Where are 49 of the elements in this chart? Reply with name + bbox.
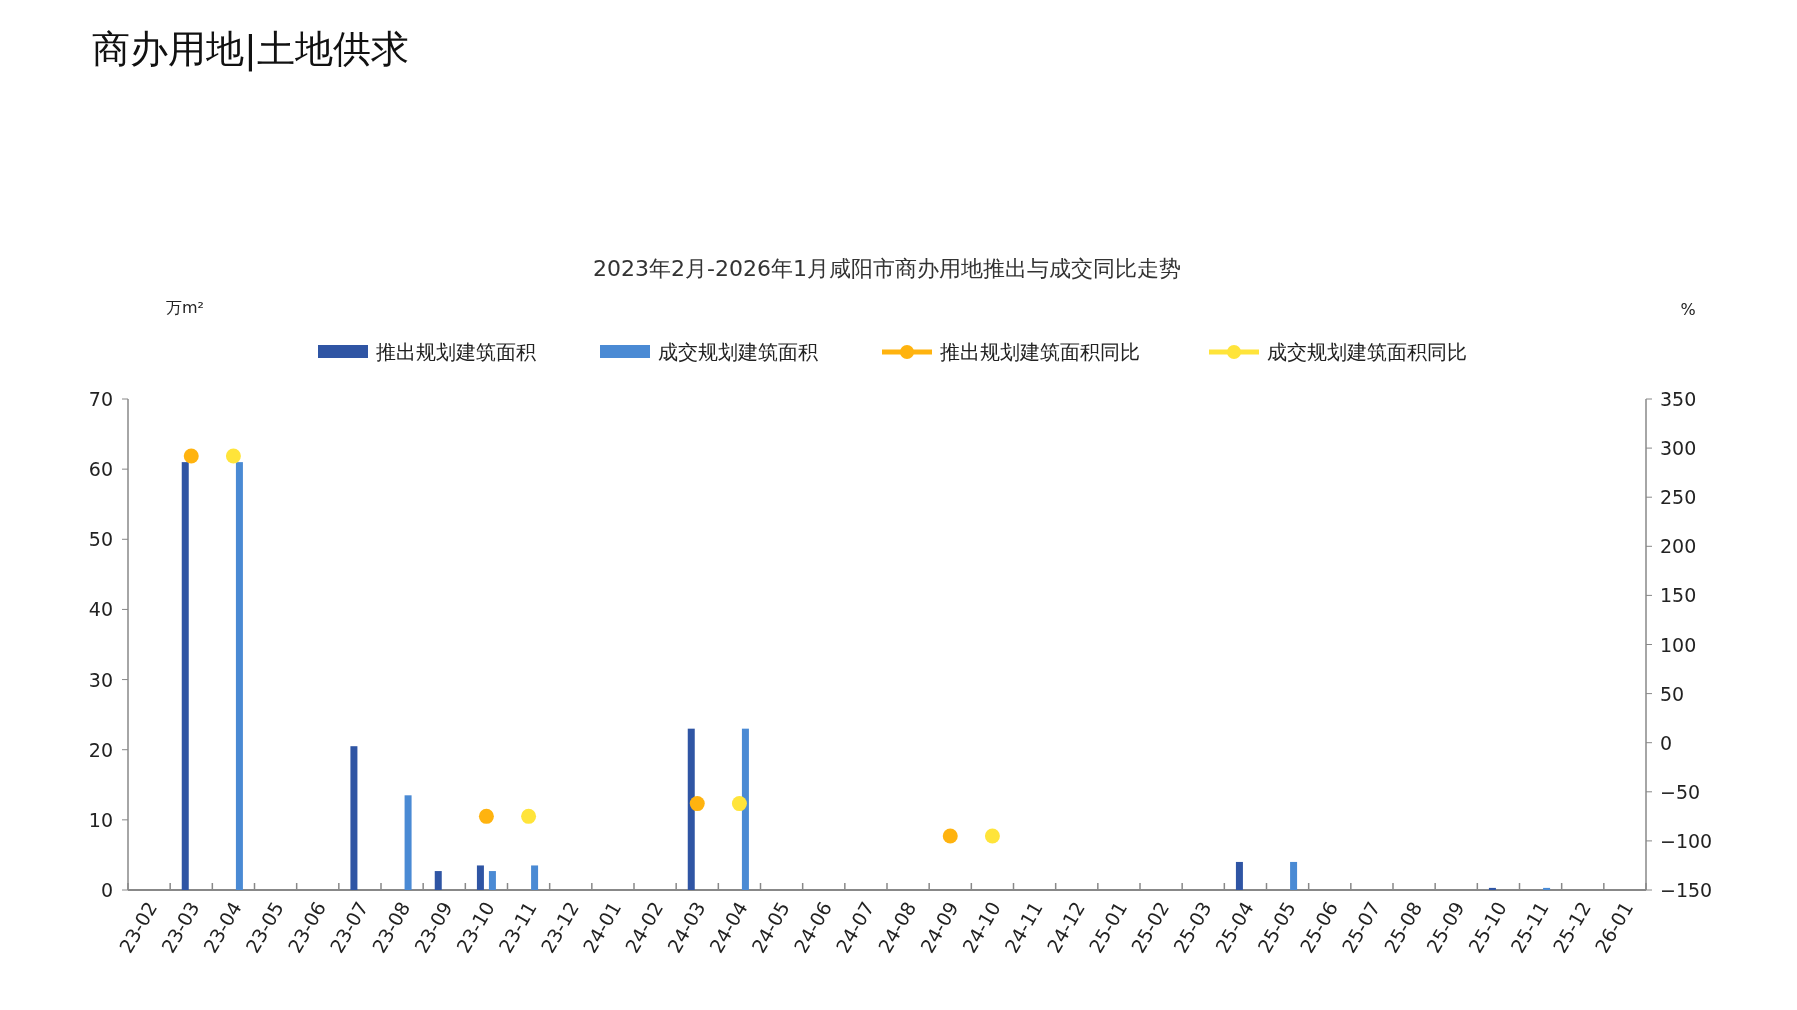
point bbox=[984, 828, 1000, 844]
y-axis-title: 万m² bbox=[166, 298, 204, 317]
y2-tick-label: 50 bbox=[1660, 682, 1685, 705]
y2-tick-label: 350 bbox=[1660, 388, 1697, 410]
y-tick-label: 60 bbox=[88, 458, 113, 481]
point bbox=[478, 808, 494, 824]
y-tick-label: 70 bbox=[88, 388, 113, 410]
y2-tick-label: 0 bbox=[1660, 731, 1673, 754]
legend-label: 成交规划建筑面积同比 bbox=[1267, 340, 1467, 364]
y-tick-label: 20 bbox=[88, 738, 113, 761]
bar bbox=[1543, 887, 1551, 890]
point bbox=[521, 808, 537, 824]
y2-tick-label: 300 bbox=[1660, 437, 1697, 460]
bar bbox=[404, 795, 412, 890]
point bbox=[689, 796, 705, 812]
bar bbox=[1290, 861, 1298, 890]
y-tick-label: 0 bbox=[100, 879, 113, 901]
bar bbox=[434, 871, 442, 890]
bar bbox=[1488, 887, 1496, 890]
legend-label: 推出规划建筑面积同比 bbox=[940, 340, 1140, 364]
y2-tick-label: −100 bbox=[1660, 829, 1713, 852]
point bbox=[731, 796, 747, 812]
bar bbox=[235, 462, 243, 890]
bar bbox=[531, 865, 539, 890]
point bbox=[942, 828, 958, 844]
bar bbox=[181, 462, 189, 890]
bar bbox=[741, 728, 749, 890]
y2-tick-label: 200 bbox=[1660, 535, 1697, 558]
y2-tick-label: 150 bbox=[1660, 584, 1697, 607]
bar bbox=[350, 746, 358, 890]
point bbox=[183, 448, 199, 464]
y-tick-label: 30 bbox=[88, 668, 113, 691]
y2-tick-label: 250 bbox=[1660, 486, 1697, 509]
legend-label: 推出规划建筑面积 bbox=[376, 340, 536, 364]
y-tick-label: 40 bbox=[88, 598, 113, 621]
bar bbox=[1235, 861, 1243, 890]
point bbox=[225, 448, 241, 464]
bar bbox=[687, 728, 695, 890]
chart-title: 商办用地|土地供求 bbox=[92, 27, 409, 72]
y2-tick-label: 100 bbox=[1660, 633, 1697, 656]
bar bbox=[476, 865, 484, 890]
y-tick-label: 10 bbox=[88, 808, 113, 831]
bar bbox=[488, 871, 496, 890]
legend-label: 成交规划建筑面积 bbox=[658, 340, 818, 364]
y2-tick-label: −50 bbox=[1660, 780, 1701, 803]
y-tick-label: 50 bbox=[88, 528, 113, 551]
y2-axis-title: % bbox=[1680, 300, 1696, 319]
y2-tick-label: −150 bbox=[1660, 879, 1713, 901]
chart-subtitle: 2023年2月-2026年1月咸阳市商办用地推出与成交同比走势 bbox=[593, 256, 1181, 281]
